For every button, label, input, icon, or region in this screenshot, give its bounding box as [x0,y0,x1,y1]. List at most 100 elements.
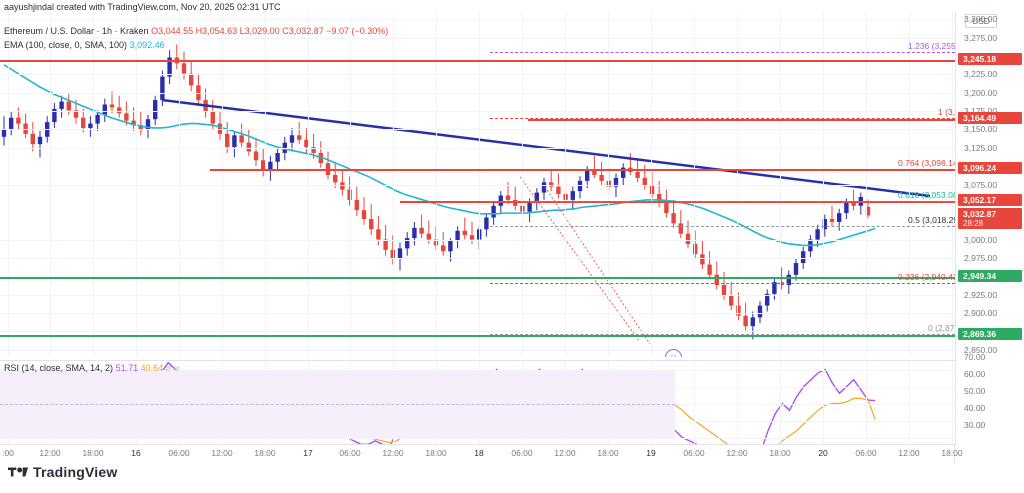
gridline [0,74,955,76]
fib-level-line[interactable] [490,168,955,170]
fib-level-label: 0.618 (3,053.08) [898,189,955,200]
rsi-tick: 50.00 [964,385,986,396]
gridline [136,12,137,357]
rsi-pane[interactable]: RSI (14, close, SMA, 14, 2) 51.71 40.64 … [0,360,955,444]
gridline [0,257,955,259]
gridline [737,361,738,444]
gridline [823,361,824,444]
ohlc-values: O3,044.55 H3,054.63 L3,029.00 C3,032.87 … [151,26,389,36]
fib-level-label: 0 (2,870.83) [928,323,955,334]
rsi-midline [0,403,675,405]
price-tick: 3,000.00 [964,234,998,245]
gridline [222,12,223,357]
fib-level-line[interactable] [490,226,955,228]
fib-level-line[interactable] [490,117,955,119]
gridline [0,111,955,113]
chart-plot-area[interactable]: 1.236 (3,255.34) 1 (3,165.74) 0.764 (3,096… [0,12,955,445]
rsi-tick: 60.00 [964,368,986,379]
price-tick: 3,225.00 [964,69,998,80]
time-tick: 18:00 [941,448,963,458]
price-level-line[interactable] [0,335,955,338]
price-level-line[interactable] [0,59,955,62]
gridline [565,12,566,357]
gridline [866,12,867,357]
fib-level-label: 0.5 (3,018.29) [908,215,955,226]
gridline [0,147,955,149]
rsi-tick: 30.00 [964,419,986,430]
time-tick: 12:00 [726,448,748,458]
fib-level-line[interactable] [490,200,955,202]
fib-level-label: 1 (3,165.74) [938,106,955,117]
gridline [952,12,953,357]
rsi-ma-value: 40.64 [140,363,164,373]
price-tick: 2,850.00 [964,344,998,355]
time-tick: 12:00 [39,448,61,458]
price-tick: 2,925.00 [964,289,998,300]
fib-level-label: 0.236 (2,940.43) [898,272,955,283]
price-level-line[interactable] [528,118,955,121]
price-pane[interactable]: 1.236 (3,255.34) 1 (3,165.74) 0.764 (3,096… [0,12,955,357]
fib-level-line[interactable] [490,52,955,54]
rsi-label: RSI (14, close, SMA, 14, 2) [4,363,114,373]
fib-level-line[interactable] [490,283,955,285]
gridline [50,12,51,357]
price-tick: 3,300.00 [964,14,998,25]
symbol-legend[interactable]: Ethereum / U.S. Dollar · 1h · Kraken O3,… [4,26,388,36]
tradingview-mark-icon [8,467,28,477]
time-tick: 12:00 [211,448,233,458]
symbol-title[interactable]: Ethereum / U.S. Dollar · 1h · Kraken [4,26,149,36]
time-tick: 18:00 [597,448,619,458]
time-tick: 06:00 [339,448,361,458]
fib-level-line[interactable] [490,334,955,336]
gridline [393,12,394,357]
price-badge: 3,096.24 [958,161,1022,174]
time-tick: 06:00 [683,448,705,458]
rsi-value: 51.71 [115,363,139,373]
attribution-text: aayushjindal created with TradingView.co… [4,2,281,12]
price-badge-value: 3,245.18 [963,53,997,64]
rsi-tick: 70.00 [964,351,986,362]
price-tick: 2,975.00 [964,252,998,263]
gridline [0,129,955,131]
tradingview-logo[interactable]: TradingView [8,464,117,480]
price-badge-value: 3,164.49 [963,112,997,123]
time-tick: 18:00 [82,448,104,458]
price-badge-value: 2,949.34 [963,270,997,281]
price-badge-value: 3,096.24 [963,162,997,173]
ema-label: EMA (100, close, 0, SMA, 100) [4,40,128,50]
price-badge: 2,869.36 [958,328,1022,341]
gridline [780,361,781,444]
currency-unit-label[interactable]: USD [965,14,997,28]
price-tick: 3,075.00 [964,179,998,190]
gridline [522,12,523,357]
time-tick: 19 [646,448,656,458]
time-tick: 20 [818,448,828,458]
gridline [0,294,955,296]
ema-legend[interactable]: EMA (100, close, 0, SMA, 100) 3,092.46 [4,40,165,50]
time-tick: 06:00 [855,448,877,458]
price-tick: 3,175.00 [964,106,997,116]
gridline [93,12,94,357]
rsi-legend[interactable]: RSI (14, close, SMA, 14, 2) 51.71 40.64 … [4,363,179,374]
price-badge-value: 3,032.87 [963,209,997,220]
rsi-extra-1: ⌀ [165,363,172,373]
rsi-tick: 40.00 [964,402,986,413]
gridline [0,92,955,94]
time-tick: 18:00 [425,448,447,458]
time-tick: 12:00 [554,448,576,458]
time-tick: 18 [474,448,484,458]
gridline [608,12,609,357]
time-tick: :00 [2,448,14,458]
time-tick: 12:00 [382,448,404,458]
price-scale[interactable]: USD 3,300.00 3,275.00 3,225.00 3,200.00 3,17… [955,12,1024,445]
price-badge: 3,032.87 28:28 [958,208,1022,230]
rsi-extra-2: ⌀ [173,363,180,373]
gridline [694,361,695,444]
time-scale[interactable]: :00 12:00 18:00 16 06:00 12:00 18:00 17 06:00 12:… [0,445,963,463]
price-level-line[interactable] [400,201,955,204]
price-badge: 3,164.49 [958,111,1022,124]
gridline [694,12,695,357]
price-level-line[interactable] [0,276,955,279]
tradingview-wordmark: TradingView [33,464,118,480]
gridline [737,12,738,357]
